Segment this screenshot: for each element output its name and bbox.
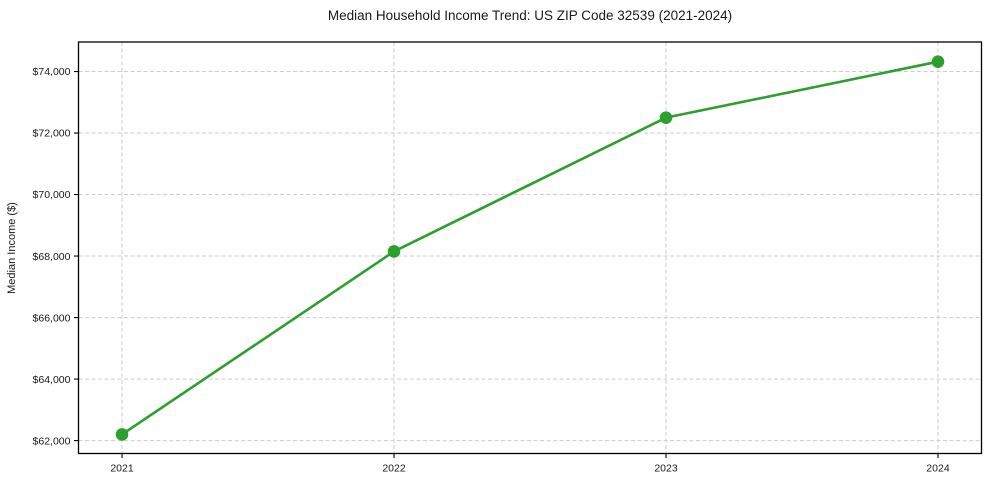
data-point-marker	[931, 55, 945, 68]
x-tick-label: 2022	[382, 463, 406, 475]
y-tick-label: $70,000	[33, 189, 71, 201]
data-point-marker	[115, 428, 129, 441]
y-axis-label: Median Income ($)	[6, 202, 18, 294]
y-tick-label: $68,000	[33, 251, 71, 263]
plot-frame	[77, 41, 983, 455]
trend-line	[120, 60, 940, 436]
x-tick-label: 2023	[654, 463, 678, 475]
data-point-marker	[387, 245, 401, 258]
data-point-marker	[659, 111, 673, 124]
y-tick-label: $62,000	[33, 435, 71, 447]
chart-title: Median Household Income Trend: US ZIP Co…	[328, 8, 732, 23]
axis-ticks-layer	[74, 70, 939, 458]
x-tick-label: 2021	[110, 463, 134, 475]
y-tick-label: $64,000	[33, 374, 71, 386]
y-tick-label: $72,000	[33, 128, 71, 140]
gridlines-layer	[78, 42, 982, 454]
x-tick-label: 2024	[926, 463, 950, 475]
axis-tick-labels-layer: $62,000 $64,000 $66,000 $68,000 $70,000 $72,0…	[33, 66, 950, 474]
income-trend-series	[115, 55, 945, 441]
y-tick-label: $74,000	[33, 66, 71, 78]
y-tick-label: $66,000	[33, 312, 71, 324]
